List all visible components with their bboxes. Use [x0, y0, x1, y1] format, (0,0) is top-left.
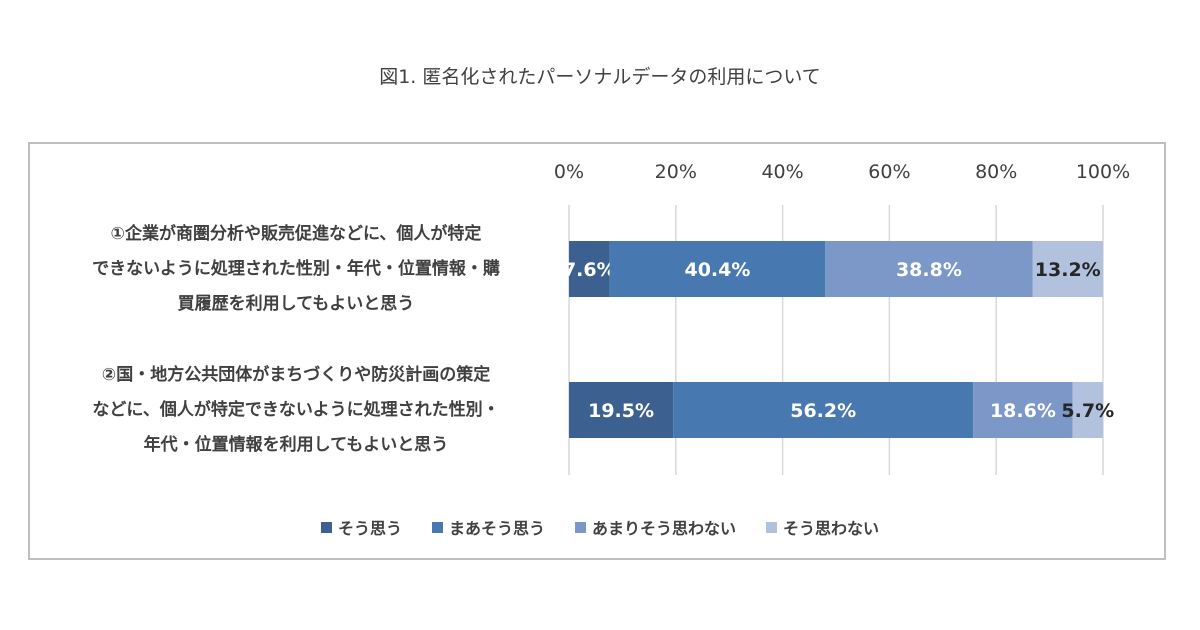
- legend-label: まあそう思う: [448, 519, 545, 538]
- legend-item: そう思う: [320, 515, 402, 539]
- category-label-line: 年代・位置情報を利用してもよいと思う: [143, 435, 449, 455]
- category-label-2: ②国・地方公共団体がまちづくりや防災計画の策定 などに、個人が特定できないように…: [40, 358, 552, 463]
- legend-item: まあそう思う: [431, 515, 545, 539]
- x-tick-label: 80%: [975, 161, 1017, 183]
- data-label: 38.8%: [896, 259, 962, 281]
- legend-label: そう思う: [337, 519, 402, 538]
- x-tick-label: 0%: [554, 161, 584, 183]
- category-label-line: などに、個人が特定できないように処理された性別・: [92, 400, 500, 420]
- legend-item: あまりそう思わない: [575, 515, 736, 539]
- legend-item: そう思わない: [766, 515, 879, 539]
- category-label-line: ②国・地方公共団体がまちづくりや防災計画の策定: [101, 365, 491, 385]
- x-tick-label: 100%: [1076, 161, 1130, 183]
- x-tick-label: 60%: [868, 161, 910, 183]
- legend-label: あまりそう思わない: [592, 519, 737, 538]
- bar-segment: [825, 241, 1033, 297]
- legend: そう思う まあそう思う あまりそう思わない そう思わない: [0, 515, 1200, 539]
- bar-segment: [569, 241, 610, 297]
- data-label: 56.2%: [790, 400, 856, 422]
- legend-label: そう思わない: [783, 519, 880, 538]
- x-tick-label: 20%: [655, 161, 697, 183]
- legend-swatch: [431, 521, 443, 533]
- bar-segment: [973, 382, 1073, 438]
- data-label: 13.2%: [1035, 259, 1101, 281]
- bar-segment: [1032, 241, 1103, 297]
- data-label: 40.4%: [684, 259, 750, 281]
- bar-segment: [569, 382, 674, 438]
- bar-segment: [673, 382, 974, 438]
- category-label-line: ①企業が商圏分析や販売促進などに、個人が特定: [110, 224, 482, 244]
- data-label: 18.6%: [990, 400, 1056, 422]
- legend-swatch: [766, 521, 778, 533]
- chart-title: 図1. 匿名化されたパーソナルデータの利用について: [379, 66, 821, 88]
- category-label-1: ①企業が商圏分析や販売促進などに、個人が特定 できないように処理された性別・年代…: [40, 217, 552, 322]
- data-label: 7.6%: [563, 259, 616, 281]
- data-label: 5.7%: [1061, 400, 1114, 422]
- category-label-line: 買履歴を利用してもよいと思う: [177, 294, 415, 314]
- legend-swatch: [575, 521, 586, 533]
- chart-frame: [28, 142, 1166, 560]
- category-label-line: できないように処理された性別・年代・位置情報・購: [92, 259, 500, 279]
- x-tick-label: 40%: [761, 161, 803, 183]
- data-label: 19.5%: [588, 400, 654, 422]
- bar-segment: [1072, 382, 1103, 438]
- legend-swatch: [320, 521, 332, 533]
- bar-segment: [609, 241, 826, 297]
